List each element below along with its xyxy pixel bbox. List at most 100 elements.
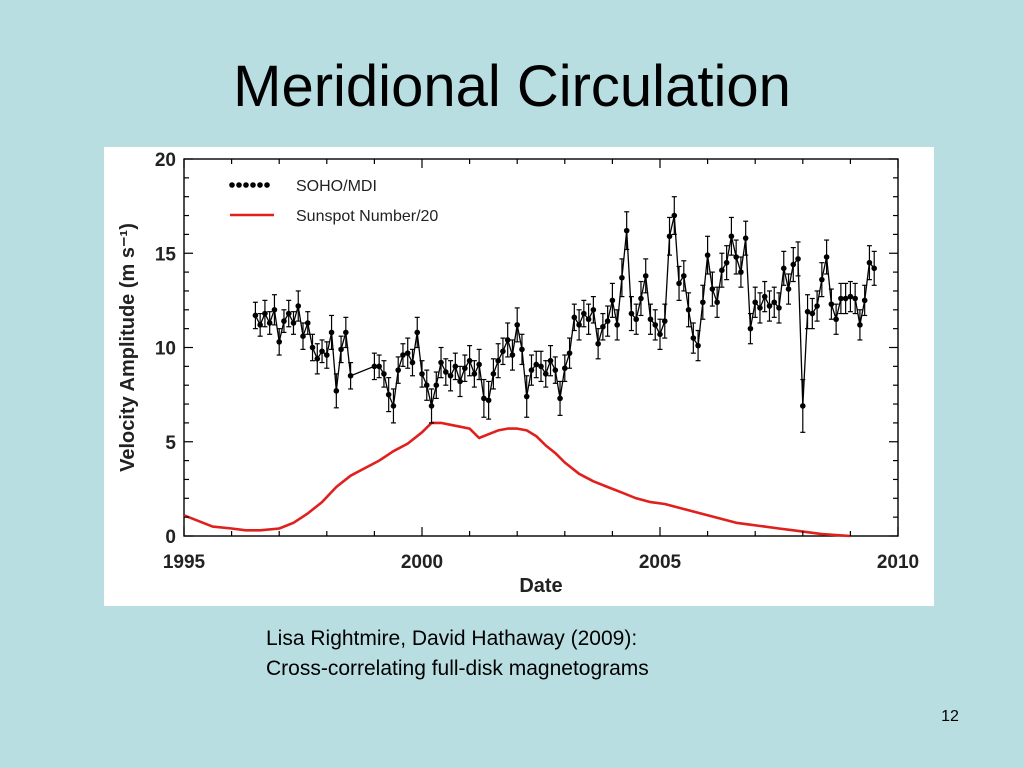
data-point [842, 295, 849, 302]
data-point [266, 320, 273, 326]
data-point [533, 361, 540, 368]
data-point [257, 322, 263, 328]
data-point [538, 363, 544, 370]
slide-title: Meridional Circulation [233, 54, 791, 119]
data-point [623, 227, 630, 234]
x-tick-label: 1995 [163, 552, 206, 573]
data-point [495, 357, 501, 364]
data-point [604, 318, 611, 324]
data-point [657, 331, 663, 338]
data-point [519, 346, 525, 353]
data-point [462, 365, 468, 372]
data-point [376, 363, 382, 370]
data-point [419, 371, 425, 377]
y-tick-label: 15 [155, 244, 177, 265]
data-point [666, 233, 673, 240]
caption-line-title: Cross-correlating full-disk magnetograms [266, 657, 649, 680]
y-tick-label: 0 [165, 527, 176, 548]
data-point [633, 316, 639, 323]
chart-panel: 1995 2000 2005 2010 0 5 10 15 20 Date Velocity Amp… [104, 147, 934, 606]
axis-layer: 1995 2000 2005 2010 0 5 10 15 20 Date Velocity Amp… [117, 150, 919, 597]
data-point [295, 303, 302, 309]
data-point [481, 395, 487, 402]
data-point [566, 350, 573, 356]
sunspot-series-layer [183, 421, 851, 538]
data-point [452, 363, 459, 370]
data-point [628, 310, 635, 317]
y-tick-label: 5 [165, 433, 176, 454]
data-point [742, 235, 749, 241]
data-point [814, 303, 820, 309]
data-point [504, 337, 511, 343]
data-point [571, 314, 578, 321]
data-point [671, 212, 678, 219]
data-point [400, 352, 406, 358]
data-point [300, 333, 306, 339]
data-point [381, 371, 387, 377]
data-point [647, 316, 654, 323]
y-tick-label: 20 [155, 150, 176, 171]
data-point [590, 307, 597, 313]
legend-marker-soho-mdi [236, 182, 242, 188]
data-point [485, 397, 492, 404]
data-point [619, 274, 625, 281]
data-point [428, 403, 435, 409]
data-point [757, 305, 763, 311]
data-point [771, 299, 778, 306]
legend-label-sunspot: Sunspot Number/20 [296, 208, 438, 225]
data-point [414, 329, 421, 336]
data-point [252, 312, 259, 319]
data-point [404, 350, 411, 356]
legend-marker-soho-mdi [257, 182, 263, 188]
data-point [371, 363, 378, 370]
data-point [833, 316, 839, 323]
data-point [576, 322, 582, 328]
chart-svg: 1995 2000 2005 2010 0 5 10 15 20 Date Velocity Amp… [117, 150, 919, 597]
data-point [871, 265, 877, 272]
data-point [328, 329, 335, 336]
data-point [800, 403, 806, 409]
y-tick-label: 10 [155, 339, 176, 360]
data-point [595, 340, 601, 347]
data-point [642, 273, 649, 279]
data-point [457, 378, 463, 385]
data-point [776, 305, 782, 311]
data-point [704, 252, 711, 258]
data-point [347, 372, 354, 379]
data-point [276, 339, 282, 345]
legend-marker-soho-mdi [250, 182, 256, 188]
data-point [700, 299, 706, 306]
data-point [723, 259, 730, 266]
data-point [690, 335, 697, 341]
data-point [838, 295, 844, 302]
data-point [281, 318, 287, 324]
data-point [490, 371, 497, 377]
data-point [695, 342, 701, 349]
data-point [476, 361, 482, 368]
data-point [338, 346, 344, 353]
data-point [819, 276, 825, 283]
data-point [471, 371, 478, 377]
data-point [385, 391, 392, 398]
data-point [681, 273, 687, 279]
data-point [609, 297, 616, 304]
data-point [714, 299, 720, 306]
x-tick-label: 2000 [401, 552, 443, 573]
sunspot-series-line [183, 421, 851, 538]
chart-frame [183, 158, 899, 537]
slide-number: 12 [941, 708, 959, 725]
data-point [319, 348, 325, 355]
data-point [271, 307, 278, 313]
legend: SOHO/MDI Sunspot Number/20 [229, 178, 438, 225]
data-point [433, 382, 440, 388]
data-point [795, 256, 801, 262]
data-point [861, 297, 868, 304]
data-point [747, 325, 754, 332]
data-point [423, 382, 430, 388]
data-point [804, 308, 811, 315]
x-tick-label: 2005 [639, 552, 682, 573]
soho-mdi-series-layer [252, 196, 877, 433]
data-point [409, 359, 416, 366]
data-point [752, 299, 758, 306]
data-point [262, 310, 268, 317]
